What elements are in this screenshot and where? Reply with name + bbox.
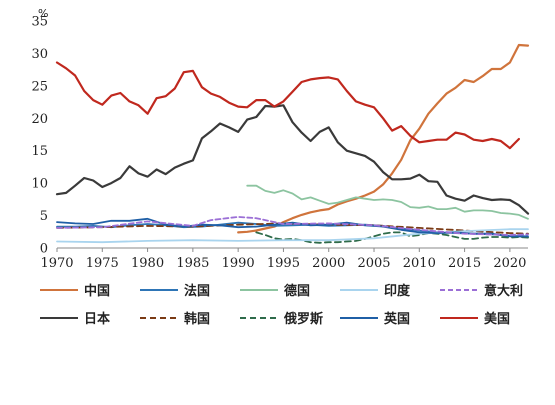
x-axis: 1970 1975 1980 1985 1990 1995 2000 2005 2010 2015…	[40, 247, 528, 271]
y-tick-label: 0	[40, 242, 48, 257]
y-tick-label: 5	[40, 209, 48, 224]
x-tick-label: 1980	[131, 256, 164, 271]
legend-label: 意大利	[484, 283, 523, 299]
x-tick-label: 1995	[267, 256, 300, 271]
series-line-印度	[56, 228, 529, 244]
y-tick-label: 20	[31, 112, 48, 127]
y-axis: 0 5 10 15 20 25 30 35	[31, 15, 48, 257]
legend-label: 英国	[383, 311, 410, 327]
y-tick-label: 25	[31, 79, 48, 94]
y-tick-label: 35	[31, 15, 48, 30]
y-tick-label: 15	[31, 144, 48, 159]
legend-label: 法国	[184, 283, 210, 299]
legend-label: 韩国	[184, 311, 210, 327]
x-tick-label: 1985	[176, 256, 209, 271]
x-tick-label: 1990	[222, 256, 255, 271]
y-tick-label: 10	[31, 177, 48, 192]
series-line-美国	[55, 61, 521, 150]
legend-label: 中国	[84, 283, 110, 299]
series-line-意大利	[56, 215, 529, 236]
x-tick-label: 2020	[493, 256, 526, 271]
x-tick-label: 1970	[40, 256, 73, 271]
series-line-中国	[237, 43, 530, 234]
legend-label: 美国	[484, 311, 510, 327]
x-tick-label: 2015	[448, 256, 481, 271]
x-tick-label: 1975	[86, 256, 119, 271]
x-tick-label: 2010	[403, 256, 436, 271]
series-lines	[55, 43, 530, 244]
series-line-日本	[55, 104, 530, 215]
y-axis-unit-label: %	[38, 7, 48, 20]
legend-label: 德国	[284, 283, 310, 299]
x-tick-label: 2000	[312, 256, 345, 271]
series-line-德国	[246, 184, 529, 220]
legend-label: 日本	[84, 311, 110, 327]
x-tick-label: 2005	[357, 256, 390, 271]
y-tick-label: 30	[31, 47, 48, 62]
legend-label: 俄罗斯	[283, 311, 323, 327]
legend-label: 印度	[384, 283, 411, 299]
